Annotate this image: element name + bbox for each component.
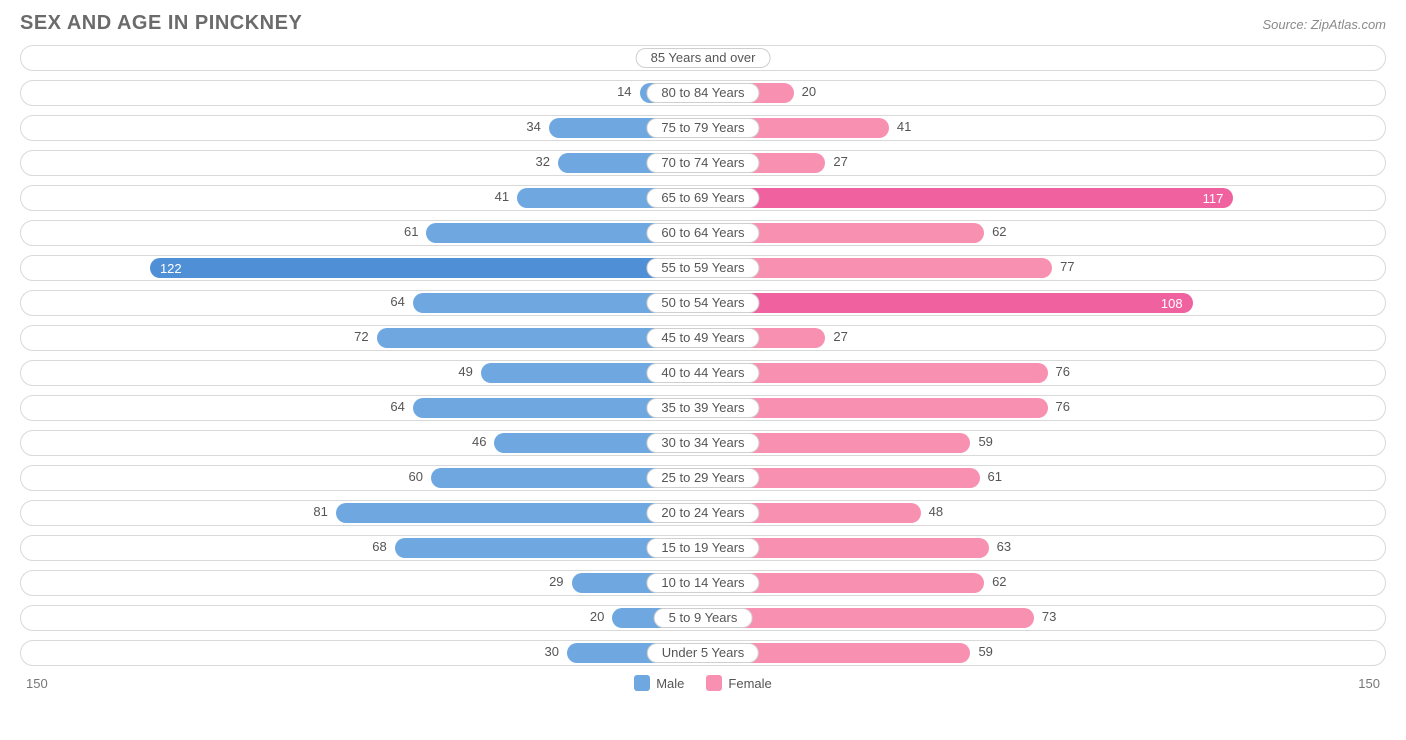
male-value: 60 xyxy=(409,469,423,484)
male-value: 61 xyxy=(404,224,418,239)
male-value: 32 xyxy=(535,154,549,169)
male-swatch-icon xyxy=(634,675,650,691)
pyramid-row: 29 62 10 to 14 Years xyxy=(20,570,1386,596)
chart-footer: 150 Male Female 150 xyxy=(20,675,1386,691)
chart-legend: Male Female xyxy=(634,675,772,691)
legend-male: Male xyxy=(634,675,684,691)
female-value: 62 xyxy=(992,224,1006,239)
pyramid-row: 34 41 75 to 79 Years xyxy=(20,115,1386,141)
female-value: 27 xyxy=(833,154,847,169)
pyramid-row: 72 27 45 to 49 Years xyxy=(20,325,1386,351)
female-value: 62 xyxy=(992,574,1006,589)
age-category-label: 70 to 74 Years xyxy=(646,153,759,173)
male-bar: 122 xyxy=(150,258,703,278)
male-value: 29 xyxy=(549,574,563,589)
male-value: 14 xyxy=(617,84,631,99)
male-value: 34 xyxy=(526,119,540,134)
age-category-label: 80 to 84 Years xyxy=(646,83,759,103)
female-value: 76 xyxy=(1056,399,1070,414)
age-category-label: 55 to 59 Years xyxy=(646,258,759,278)
pyramid-row: 61 62 60 to 64 Years xyxy=(20,220,1386,246)
pyramid-row: 60 61 25 to 29 Years xyxy=(20,465,1386,491)
female-value: 73 xyxy=(1042,609,1056,624)
pyramid-row: 30 59 Under 5 Years xyxy=(20,640,1386,666)
male-value: 30 xyxy=(545,644,559,659)
female-value: 59 xyxy=(978,434,992,449)
legend-male-label: Male xyxy=(656,676,684,691)
pyramid-row: 77 122 55 to 59 Years xyxy=(20,255,1386,281)
chart-title: SEX AND AGE IN PINCKNEY xyxy=(20,12,302,35)
age-category-label: 30 to 34 Years xyxy=(646,433,759,453)
female-bar xyxy=(703,608,1034,628)
population-pyramid-chart: 4385 Years and over 14 20 80 to 84 Years 34 4… xyxy=(20,45,1386,666)
age-category-label: 15 to 19 Years xyxy=(646,538,759,558)
female-value: 48 xyxy=(929,504,943,519)
female-value: 59 xyxy=(978,644,992,659)
age-category-label: 75 to 79 Years xyxy=(646,118,759,138)
male-value: 49 xyxy=(458,364,472,379)
age-category-label: 60 to 64 Years xyxy=(646,223,759,243)
female-bar: 117 xyxy=(703,188,1233,208)
pyramid-row: 41 117 65 to 69 Years xyxy=(20,185,1386,211)
age-category-label: 45 to 49 Years xyxy=(646,328,759,348)
female-value: 20 xyxy=(802,84,816,99)
legend-female: Female xyxy=(706,675,771,691)
age-category-label: 25 to 29 Years xyxy=(646,468,759,488)
male-value: 41 xyxy=(495,189,509,204)
male-value: 122 xyxy=(150,261,192,276)
legend-female-label: Female xyxy=(728,676,771,691)
pyramid-row: 20 73 5 to 9 Years xyxy=(20,605,1386,631)
female-bar: 108 xyxy=(703,293,1193,313)
male-value: 68 xyxy=(372,539,386,554)
age-category-label: 85 Years and over xyxy=(636,48,771,68)
female-value: 41 xyxy=(897,119,911,134)
chart-source: Source: ZipAtlas.com xyxy=(1262,17,1386,32)
age-category-label: 65 to 69 Years xyxy=(646,188,759,208)
female-value: 61 xyxy=(988,469,1002,484)
male-value: 81 xyxy=(313,504,327,519)
pyramid-row: 32 27 70 to 74 Years xyxy=(20,150,1386,176)
age-category-label: Under 5 Years xyxy=(647,643,759,663)
axis-max-right: 150 xyxy=(1358,676,1380,691)
age-category-label: 40 to 44 Years xyxy=(646,363,759,383)
female-value: 76 xyxy=(1056,364,1070,379)
pyramid-row: 14 20 80 to 84 Years xyxy=(20,80,1386,106)
male-value: 20 xyxy=(590,609,604,624)
age-category-label: 35 to 39 Years xyxy=(646,398,759,418)
age-category-label: 10 to 14 Years xyxy=(646,573,759,593)
pyramid-row: 64 108 50 to 54 Years xyxy=(20,290,1386,316)
female-swatch-icon xyxy=(706,675,722,691)
male-value: 64 xyxy=(390,399,404,414)
pyramid-row: 46 59 30 to 34 Years xyxy=(20,430,1386,456)
chart-header: SEX AND AGE IN PINCKNEY Source: ZipAtlas… xyxy=(20,12,1386,35)
female-value: 117 xyxy=(1193,191,1234,206)
pyramid-row: 64 76 35 to 39 Years xyxy=(20,395,1386,421)
axis-max-left: 150 xyxy=(26,676,48,691)
male-value: 46 xyxy=(472,434,486,449)
male-value: 72 xyxy=(354,329,368,344)
age-category-label: 20 to 24 Years xyxy=(646,503,759,523)
age-category-label: 50 to 54 Years xyxy=(646,293,759,313)
pyramid-row: 49 76 40 to 44 Years xyxy=(20,360,1386,386)
female-value: 63 xyxy=(997,539,1011,554)
pyramid-row: 4385 Years and over xyxy=(20,45,1386,71)
female-value: 77 xyxy=(1060,259,1074,274)
pyramid-row: 68 63 15 to 19 Years xyxy=(20,535,1386,561)
female-value: 108 xyxy=(1151,296,1193,311)
pyramid-row: 81 48 20 to 24 Years xyxy=(20,500,1386,526)
female-value: 27 xyxy=(833,329,847,344)
age-category-label: 5 to 9 Years xyxy=(654,608,753,628)
male-value: 64 xyxy=(390,294,404,309)
